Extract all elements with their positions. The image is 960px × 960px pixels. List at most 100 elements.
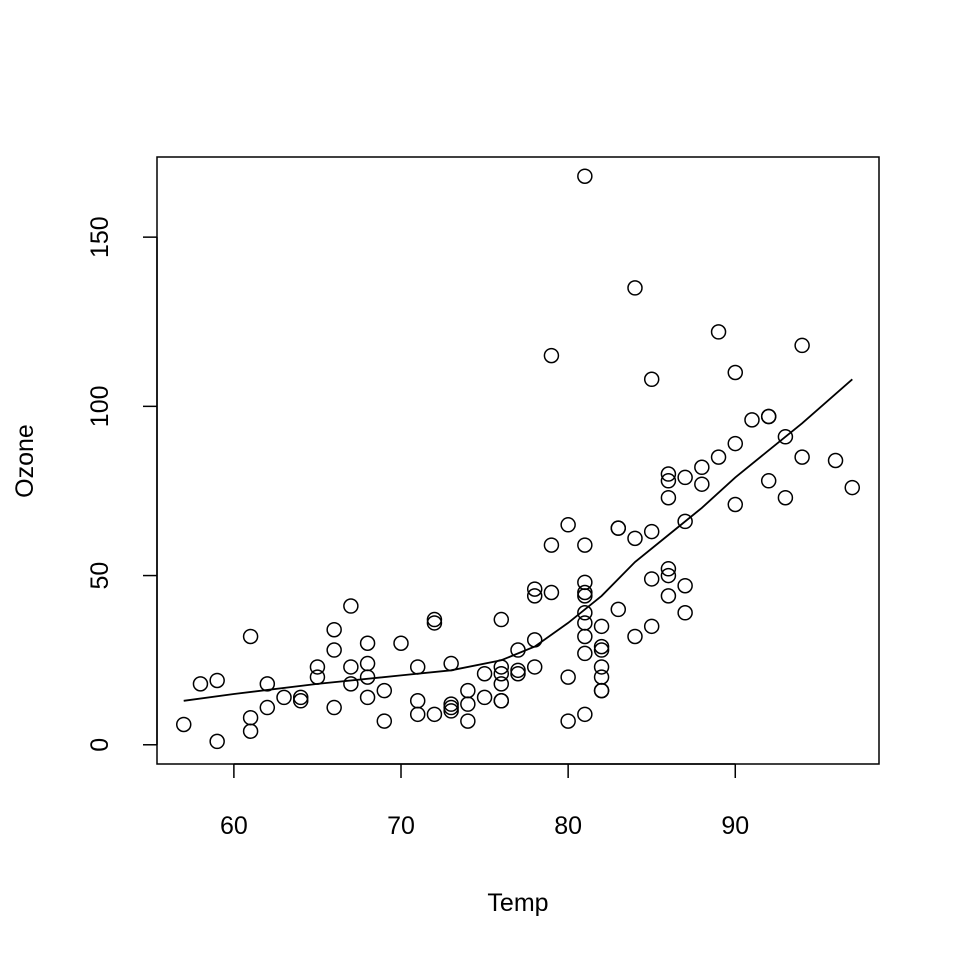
data-point <box>560 669 576 685</box>
y-tick-label: 50 <box>86 562 114 590</box>
data-point <box>827 452 844 469</box>
data-point <box>660 567 677 584</box>
data-point <box>359 635 376 651</box>
data-point <box>476 665 493 682</box>
data-point <box>460 713 476 729</box>
data-point <box>443 703 459 719</box>
data-point <box>627 280 643 296</box>
data-point <box>510 665 526 682</box>
data-point <box>794 337 810 354</box>
data-point <box>343 676 359 692</box>
data-point <box>660 588 677 604</box>
x-axis: 60 70 80 90 <box>220 763 749 840</box>
x-axis-title: Temp <box>487 889 548 917</box>
data-point <box>443 699 459 716</box>
data-point <box>577 537 593 553</box>
data-point <box>660 489 677 506</box>
data-point <box>577 615 593 631</box>
data-point <box>593 659 610 675</box>
data-point <box>677 577 693 594</box>
data-point <box>426 706 443 723</box>
data-point <box>627 530 643 547</box>
y-tick-label: 150 <box>86 216 114 258</box>
y-axis: 0 50 100 150 <box>86 216 158 752</box>
data-point <box>643 571 660 587</box>
data-point <box>460 682 476 699</box>
data-point <box>643 523 660 540</box>
data-point <box>493 676 510 692</box>
data-point <box>727 496 744 513</box>
data-point <box>643 618 660 635</box>
data-point <box>794 449 810 465</box>
data-point <box>543 584 560 601</box>
data-point <box>460 696 476 712</box>
data-point <box>710 449 727 465</box>
data-point <box>643 371 660 388</box>
data-point <box>493 693 510 709</box>
data-point <box>760 408 777 425</box>
data-point <box>326 621 342 638</box>
data-point <box>326 642 342 658</box>
data-point <box>593 618 610 635</box>
data-point <box>276 689 292 706</box>
data-point <box>727 364 744 381</box>
data-point <box>343 659 359 675</box>
data-point <box>510 662 526 679</box>
x-tick-label: 90 <box>721 812 749 840</box>
data-point <box>426 615 443 631</box>
data-point <box>359 669 376 685</box>
data-point <box>292 693 309 709</box>
plot-frame <box>156 156 880 765</box>
data-point <box>560 517 576 533</box>
y-tick-label: 0 <box>86 738 114 752</box>
data-point <box>694 459 710 476</box>
data-point <box>326 699 342 716</box>
data-point <box>209 733 225 750</box>
data-point <box>727 435 744 452</box>
data-point <box>760 473 777 489</box>
data-point <box>359 689 376 706</box>
data-point <box>627 628 643 645</box>
data-point <box>543 347 560 364</box>
data-point <box>359 655 376 672</box>
data-point <box>209 672 225 689</box>
data-point <box>677 469 693 486</box>
data-point <box>560 713 576 729</box>
x-tick-label: 80 <box>554 812 582 840</box>
data-point <box>409 706 426 723</box>
data-point <box>192 676 209 692</box>
data-point <box>577 605 593 621</box>
data-point <box>593 638 610 655</box>
data-point <box>577 706 593 723</box>
data-point <box>393 635 409 651</box>
data-point <box>476 689 493 706</box>
data-point <box>526 581 543 597</box>
data-point <box>577 588 593 604</box>
data-point <box>292 689 309 706</box>
data-point <box>376 682 393 699</box>
data-point <box>744 412 760 428</box>
x-tick-label: 70 <box>387 812 415 840</box>
data-point <box>493 611 510 628</box>
data-point <box>409 693 426 709</box>
data-point <box>526 632 543 648</box>
data-point <box>175 716 192 733</box>
data-point <box>526 588 543 604</box>
data-point <box>593 669 610 685</box>
data-point <box>610 601 627 618</box>
data-point <box>694 476 710 492</box>
data-point <box>409 659 426 675</box>
data-point <box>343 598 359 614</box>
data-point <box>677 605 693 621</box>
data-point <box>577 628 593 645</box>
data-point <box>660 473 677 489</box>
data-point <box>677 513 693 530</box>
y-axis-title: Ozone <box>11 424 39 498</box>
data-point <box>493 665 510 682</box>
data-point <box>309 669 326 685</box>
data-point <box>242 723 259 739</box>
data-point <box>777 429 794 445</box>
data-point <box>577 168 593 184</box>
data-point <box>242 628 259 645</box>
